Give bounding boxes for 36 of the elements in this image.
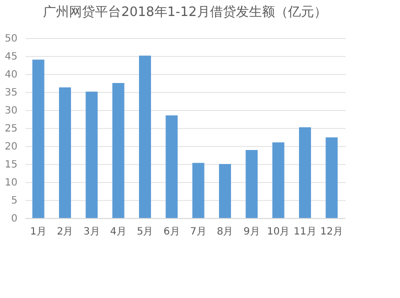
x-tick-label: 1月 [30,226,47,238]
bar [59,87,71,218]
y-tick-label: 35 [4,88,18,98]
bar [112,83,124,218]
x-tick-label: 8月 [216,226,234,238]
x-tick-label: 4月 [110,226,127,238]
x-tick-label: 3月 [83,226,100,238]
x-tick-label: 10月 [266,226,290,238]
x-tick-label: 9月 [243,226,260,238]
y-tick-label: 0 [11,214,18,224]
y-tick-label: 30 [4,106,18,116]
bar [139,56,151,218]
y-tick-label: 40 [4,70,18,80]
bar [192,162,204,218]
x-tick-label: 2月 [56,226,74,238]
bar [219,164,231,218]
x-tick-label: 11月 [294,226,316,238]
x-tick-label: 12月 [320,226,344,238]
bar [326,137,338,218]
chart-title: 广州网贷平台2018年1-12月借贷发生额（亿元） [43,5,327,20]
x-tick-label: 5月 [136,226,154,238]
y-tick-label: 45 [4,52,18,62]
y-tick-label: 20 [4,142,18,152]
x-tick-label: 7月 [190,226,207,238]
bar [246,150,258,218]
bar [166,115,178,218]
bar [32,60,44,218]
y-tick-label: 10 [4,178,18,188]
bar [299,127,311,218]
bar [272,142,284,218]
bar [86,92,98,218]
y-tick-label: 15 [4,160,18,170]
x-tick-label: 6月 [163,226,180,238]
y-tick-label: 50 [4,34,18,44]
y-tick-label: 25 [4,124,18,134]
y-tick-label: 5 [11,196,18,206]
